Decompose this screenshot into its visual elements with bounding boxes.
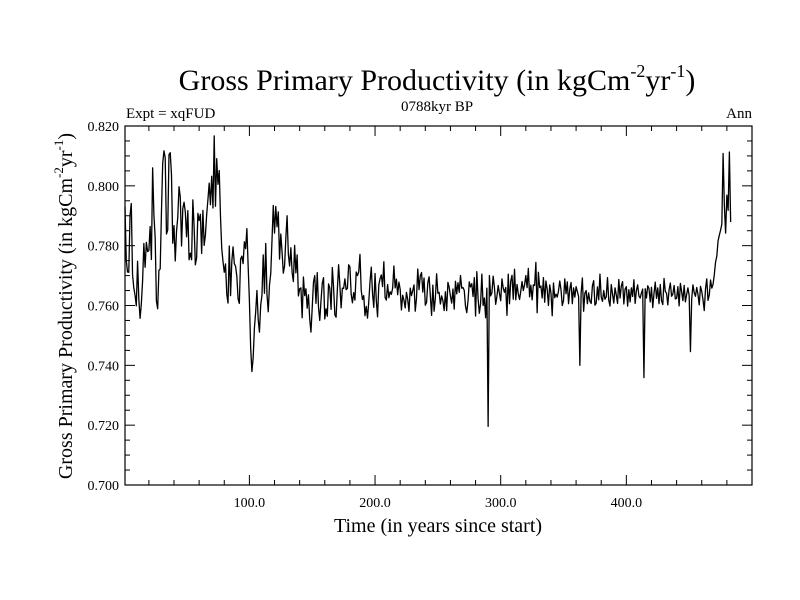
y-tick-label: 0.700 (88, 479, 120, 494)
y-axis-label-sup2: -1 (51, 140, 66, 151)
series-line (124, 135, 732, 428)
y-tick-label: 0.760 (88, 300, 120, 315)
y-tick-label: 0.800 (88, 180, 120, 195)
period-label: 0788kyr BP (401, 99, 473, 115)
y-axis-label-end: ) (55, 133, 77, 140)
x-tick-label: 200.0 (359, 496, 391, 511)
y-axis-label-main: Gross Primary Productivity (in kgCm (55, 178, 77, 480)
x-tick-label: 300.0 (485, 496, 517, 511)
y-tick-label: 0.820 (88, 120, 120, 135)
chart-title-sup2: -1 (670, 61, 685, 81)
y-axis-label-mid: yr (55, 150, 77, 167)
x-tick-label: 400.0 (611, 496, 643, 511)
y-axis-label: Gross Primary Productivity (in kgCm-2yr-… (51, 133, 77, 479)
chart-title-mid: yr (645, 64, 670, 97)
tick-labels: 100.0 200.0 300.0 400.0 0.700 0.720 0.740 0.760… (88, 120, 643, 511)
y-tick-label: 0.780 (88, 240, 120, 255)
season-label: Ann (726, 106, 752, 122)
chart-title-end: ) (685, 64, 695, 97)
y-tick-label: 0.720 (88, 419, 120, 434)
y-tick-label: 0.740 (88, 359, 120, 374)
experiment-label: Expt = xqFUD (126, 106, 215, 122)
chart-title-sup1: -2 (630, 61, 645, 81)
chart-title-main: Gross Primary Productivity (in kgCm (179, 64, 631, 97)
y-axis-label-sup1: -2 (51, 167, 66, 178)
x-axis-label: Time (in years since start) (334, 515, 542, 537)
x-tick-label: 100.0 (234, 496, 266, 511)
chart-title: Gross Primary Productivity (in kgCm-2yr-… (179, 61, 696, 97)
